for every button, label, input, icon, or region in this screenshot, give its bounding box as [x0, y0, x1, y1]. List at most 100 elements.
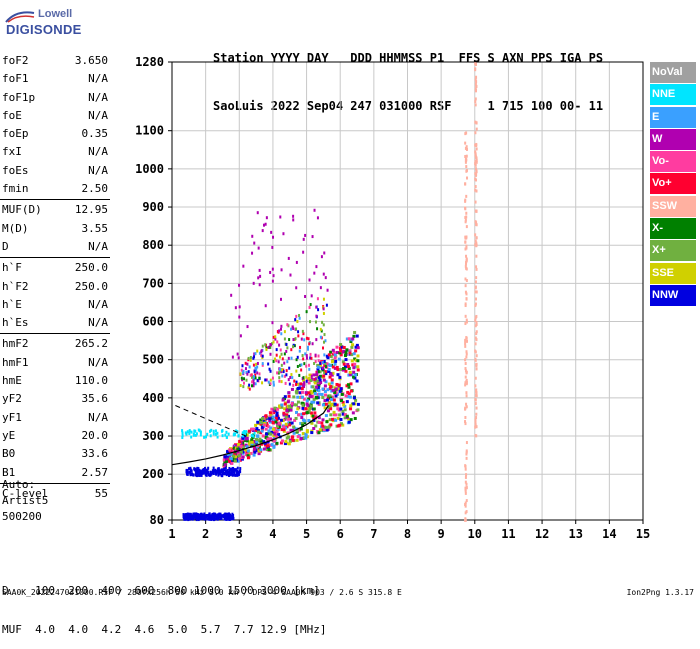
echo-point: [342, 362, 346, 366]
echo-point: [343, 413, 347, 417]
echo-point: [464, 383, 467, 387]
echo-point: [187, 513, 190, 517]
echo-point: [475, 80, 478, 84]
echo-point: [283, 361, 286, 365]
echo-point: [474, 376, 477, 380]
param-row: foF2 3.650: [0, 52, 110, 70]
param-row: hmE 110.0: [0, 372, 110, 390]
echo-point: [264, 427, 268, 431]
echo-point: [313, 411, 317, 415]
echo-point: [464, 480, 467, 484]
echo-point: [199, 430, 202, 434]
echo-point: [333, 366, 337, 370]
echo-point: [280, 363, 283, 367]
echo-point: [283, 352, 286, 356]
echo-point: [466, 176, 469, 180]
echo-point: [276, 330, 279, 334]
echo-point: [205, 513, 208, 517]
param-value: 250.0: [74, 279, 108, 293]
echo-point: [195, 512, 198, 516]
echo-point: [323, 359, 326, 363]
echo-point: [270, 230, 273, 234]
param-value: N/A: [88, 410, 108, 424]
echo-point: [301, 423, 305, 427]
echo-point: [353, 416, 357, 420]
echo-point: [465, 486, 468, 490]
echo-point: [230, 449, 234, 453]
echo-point: [282, 411, 286, 415]
echo-point: [337, 357, 341, 361]
echo-point: [241, 436, 245, 440]
echo-point: [329, 350, 333, 354]
echo-point: [226, 453, 230, 457]
echo-point: [310, 374, 313, 378]
echo-point: [299, 427, 303, 431]
echo-point: [294, 318, 297, 322]
echo-point: [313, 208, 316, 212]
scaled-parameters-panel: foF2 3.650 foF1 N/A foF1p N/A foE N/A foEp 0.35 fx…: [0, 52, 110, 503]
echo-point: [271, 267, 274, 271]
echo-point: [323, 406, 327, 410]
legend-item-vo-: Vo+: [650, 173, 696, 195]
echo-point: [298, 386, 302, 390]
echo-point: [328, 364, 332, 368]
echo-point: [252, 447, 256, 451]
echo-point: [310, 356, 313, 360]
echo-point: [302, 357, 305, 361]
echo-point: [246, 449, 250, 453]
echo-point: [293, 344, 296, 348]
echo-point: [282, 429, 286, 433]
echo-point: [189, 473, 192, 477]
echo-point: [238, 305, 241, 309]
echo-point: [287, 391, 291, 395]
echo-point: [217, 471, 220, 475]
echo-point: [474, 233, 477, 237]
echo-point: [210, 428, 213, 432]
echo-point: [276, 407, 280, 411]
echo-point: [335, 350, 339, 354]
echo-point: [465, 266, 468, 270]
echo-point: [474, 397, 477, 401]
echo-point: [345, 348, 349, 352]
echo-point: [257, 447, 261, 451]
param-row: foF1p N/A: [0, 89, 110, 107]
echo-point: [338, 423, 342, 427]
echo-point: [279, 441, 283, 445]
echo-point: [281, 419, 285, 423]
echo-point: [270, 407, 274, 411]
echo-point: [326, 409, 330, 413]
echo-point: [195, 472, 198, 476]
echo-point: [305, 364, 308, 368]
echo-point: [250, 375, 253, 379]
echo-point: [295, 382, 299, 386]
echo-point: [313, 389, 317, 393]
echo-point: [288, 338, 291, 342]
echo-point: [267, 380, 270, 384]
echo-point: [475, 267, 478, 271]
echo-point: [300, 412, 304, 416]
echo-point: [248, 442, 252, 446]
echo-point: [188, 470, 191, 474]
echo-point: [308, 406, 312, 410]
echo-point: [299, 382, 303, 386]
echo-point: [321, 387, 325, 391]
echo-point: [221, 474, 224, 478]
echo-point: [315, 265, 318, 269]
x-tick-label: 9: [438, 527, 445, 541]
echo-point: [464, 284, 467, 288]
echo-point: [212, 471, 215, 475]
echo-point: [246, 325, 249, 329]
echo-point: [321, 424, 325, 428]
echo-point: [318, 363, 322, 367]
echo-point: [231, 454, 235, 458]
echo-point: [249, 358, 252, 362]
echo-point: [329, 354, 333, 358]
echo-point: [464, 182, 467, 186]
param-row: foE N/A: [0, 107, 110, 125]
echo-point: [333, 356, 337, 360]
echo-point: [308, 342, 311, 346]
echo-point: [324, 276, 327, 280]
echo-point: [319, 286, 322, 290]
echo-point: [190, 469, 193, 473]
echo-point: [308, 373, 312, 377]
